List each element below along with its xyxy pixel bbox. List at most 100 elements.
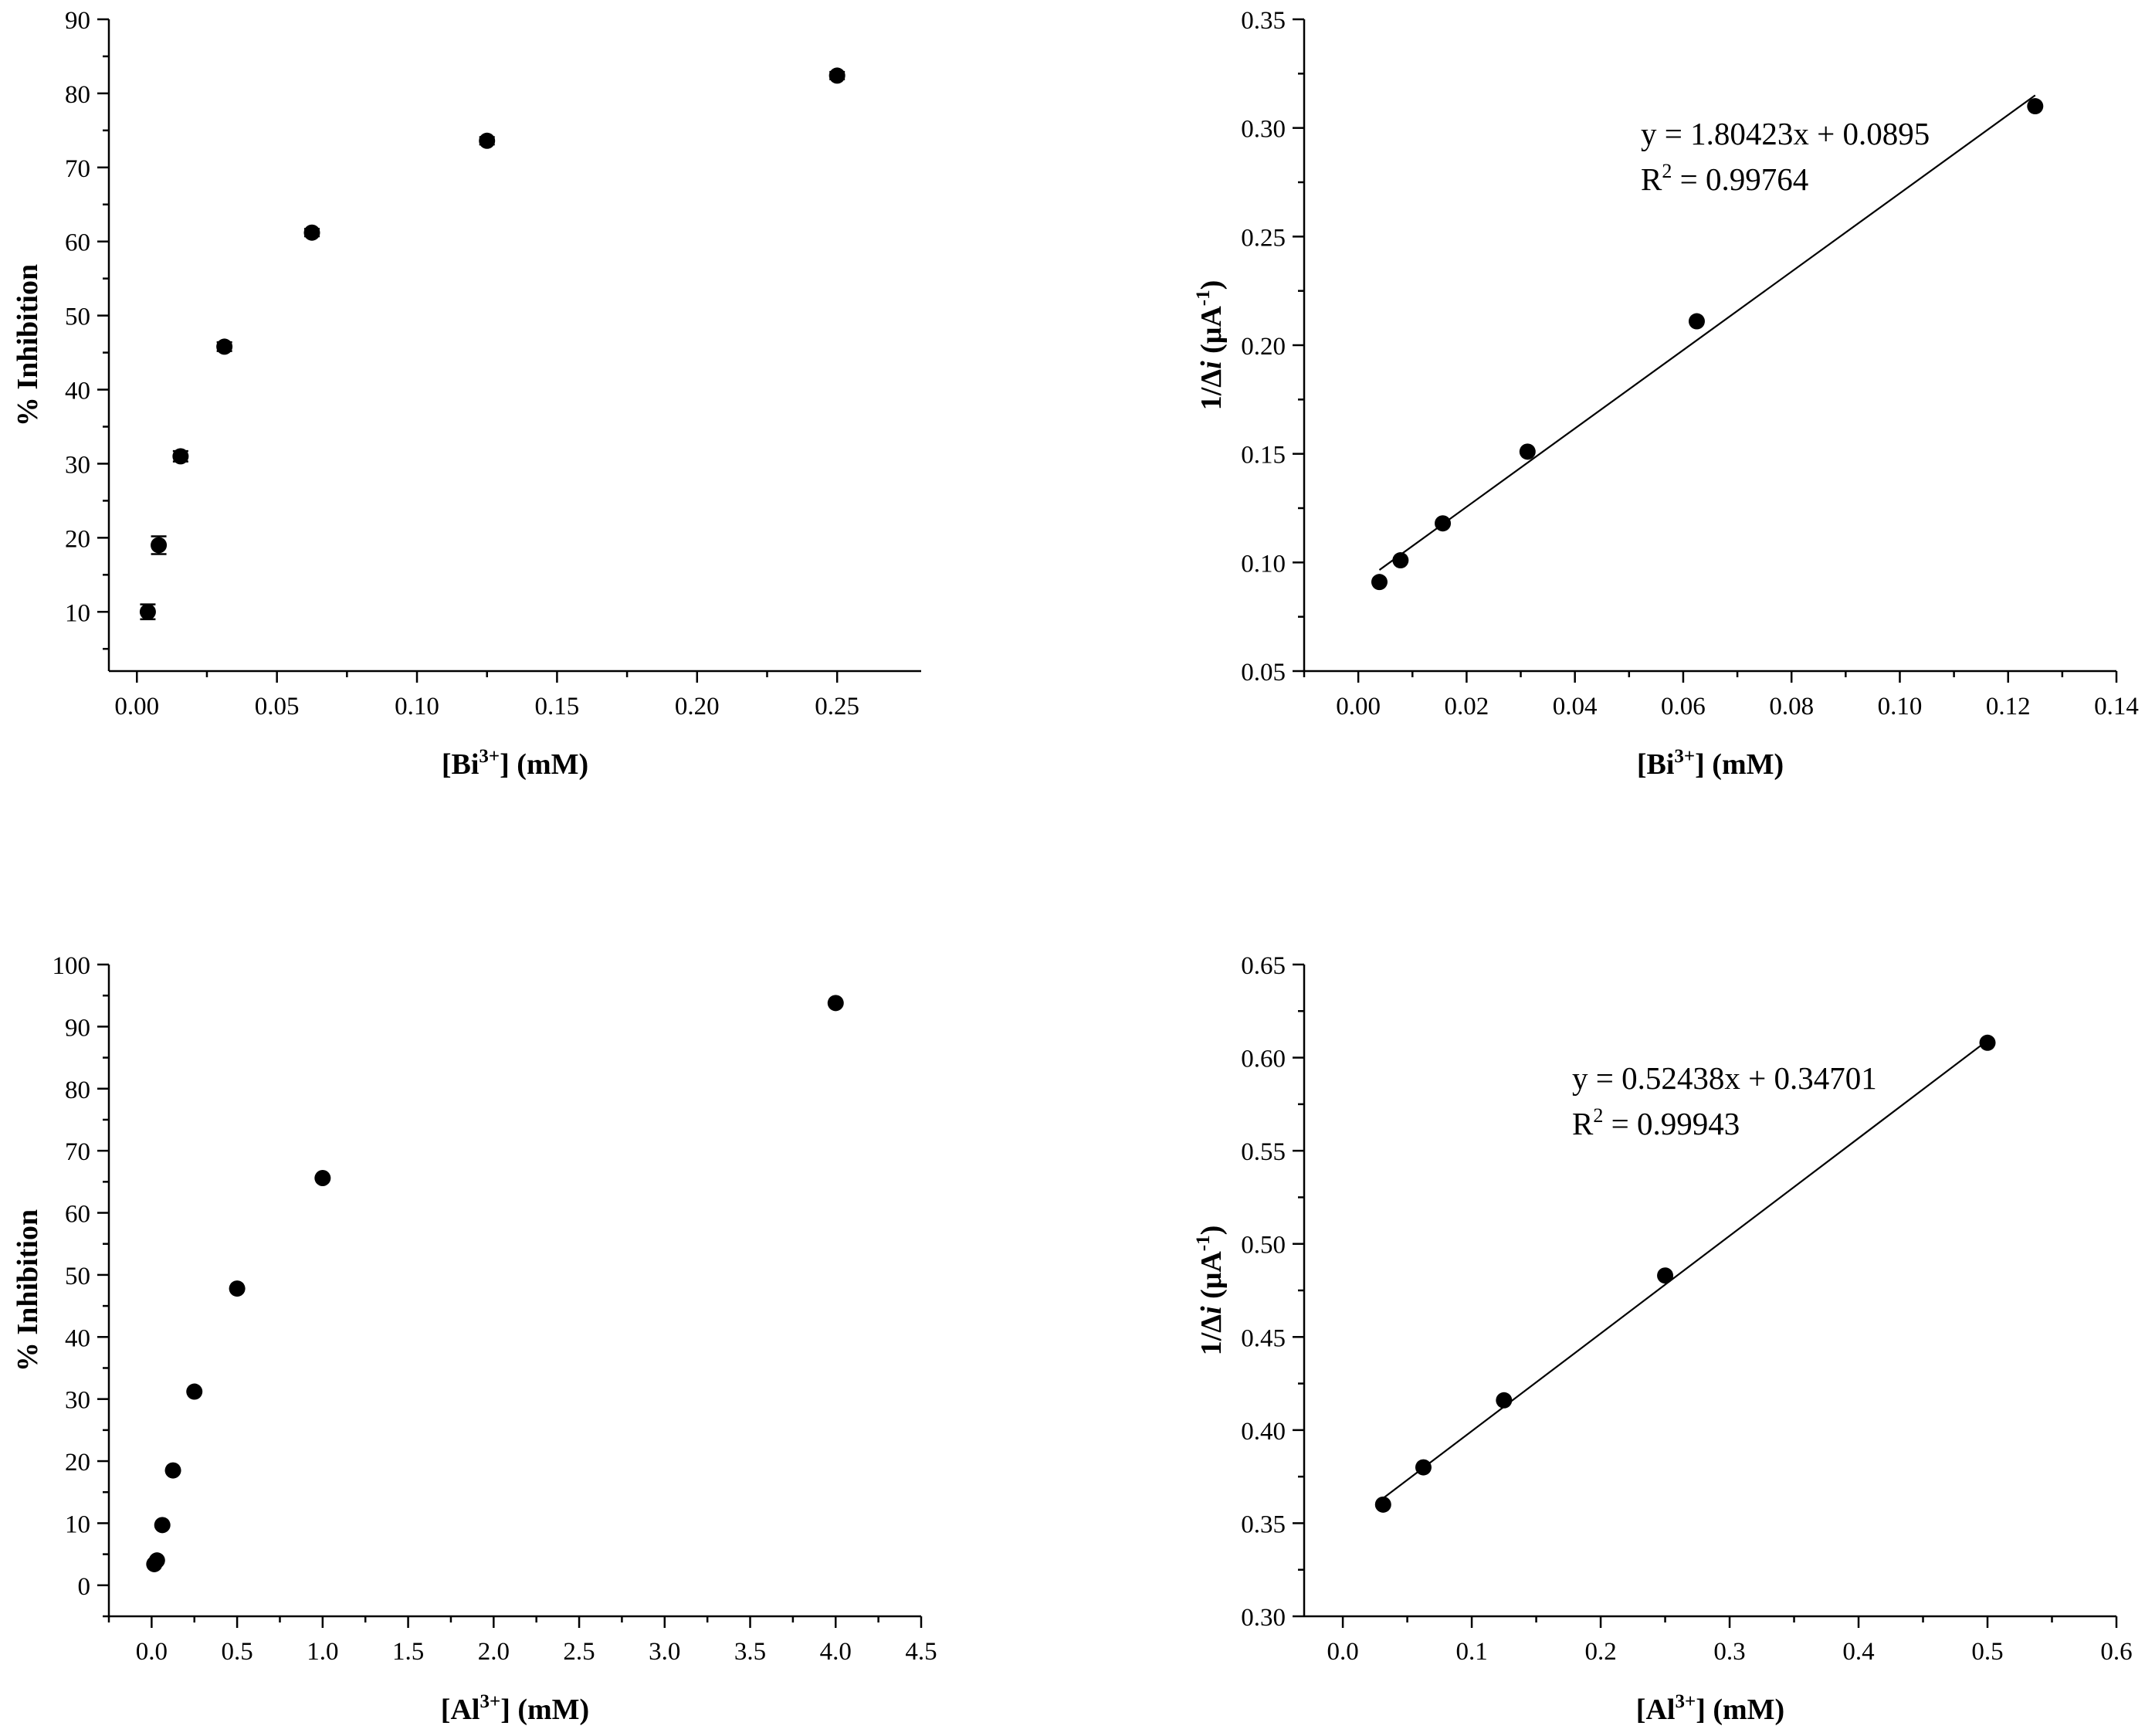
x-axis-title-sup: 3+ bbox=[1674, 746, 1695, 767]
r-squared-text: R bbox=[1572, 1106, 1594, 1141]
data-point bbox=[314, 1170, 331, 1187]
x-tick-label: 3.0 bbox=[649, 1638, 680, 1666]
panel-al-inhibition: 0.0 0.5 1.0 1.5 2.0 2.5 3.0 3.5 4.0 4.5 0 10 20 30 40 5… bbox=[12, 952, 937, 1726]
x-tick-label: 0.08 bbox=[1769, 693, 1814, 721]
data-point bbox=[154, 1517, 171, 1534]
x-axis-title-sup: 3+ bbox=[479, 1691, 500, 1712]
y-axis-title-text: (μA bbox=[1195, 306, 1228, 361]
x-tick-label: 0.06 bbox=[1661, 693, 1706, 721]
x-axis-title: [Bi3+] (mM) bbox=[1637, 746, 1784, 781]
x-tick-label: 2.0 bbox=[478, 1638, 510, 1666]
data-point bbox=[186, 1383, 203, 1400]
data-point bbox=[1435, 515, 1452, 532]
y-axis-title: 1/Δi (μA-1) bbox=[1193, 280, 1228, 411]
y-axis-title-text: % Inhibition bbox=[12, 1209, 44, 1372]
y-tick-label: 0.50 bbox=[1241, 1232, 1286, 1260]
y-axis-title-text: 1/Δ bbox=[1195, 369, 1228, 411]
x-tick-label: 4.0 bbox=[820, 1638, 852, 1666]
y-tick-label: 50 bbox=[65, 1263, 90, 1290]
fit-r-squared: R2 = 0.99764 bbox=[1641, 160, 1808, 197]
x-tick-label: 0.5 bbox=[1971, 1638, 2003, 1666]
x-tick-label: 0.04 bbox=[1553, 693, 1598, 721]
panel-al-reciprocal: 0.0 0.1 0.2 0.3 0.4 0.5 0.6 0.30 0.35 0.40 0.45 0.5… bbox=[1193, 952, 2133, 1726]
fit-equation: y = 1.80423x + 0.0895 bbox=[1641, 116, 1930, 151]
data-point bbox=[229, 1280, 246, 1297]
x-tick-label: 0.0 bbox=[1327, 1638, 1358, 1666]
x-axis-title-text: [Al bbox=[1636, 1694, 1676, 1726]
x-axis-title-text: ] (mM) bbox=[1695, 748, 1784, 781]
x-tick-label: 1.0 bbox=[307, 1638, 338, 1666]
x-tick-label: 0.00 bbox=[114, 693, 159, 721]
y-tick-label: 50 bbox=[65, 303, 90, 331]
x-tick-label: 0.3 bbox=[1713, 1638, 1745, 1666]
x-axis-title-text: ] (mM) bbox=[500, 748, 588, 781]
x-tick-label: 4.5 bbox=[905, 1638, 937, 1666]
x-axis-title-text: [Bi bbox=[1637, 748, 1675, 781]
y-tick-label: 10 bbox=[65, 599, 90, 627]
data-point bbox=[1979, 1034, 1996, 1051]
data-point bbox=[2027, 98, 2044, 115]
r-squared-text: R bbox=[1641, 161, 1662, 197]
panel-bi-inhibition: 0.00 0.05 0.10 0.15 0.20 0.25 10 20 30 40 50 60 70 80… bbox=[12, 7, 921, 781]
y-axis-title-italic: i bbox=[1195, 361, 1228, 369]
x-axis-title-text: ] (mM) bbox=[1696, 1694, 1784, 1726]
y-tick-label: 0.10 bbox=[1241, 550, 1286, 578]
data-point bbox=[1657, 1267, 1674, 1284]
y-axis-title-text: (μA bbox=[1195, 1251, 1228, 1307]
y-axis-title-text: 1/Δ bbox=[1195, 1314, 1228, 1356]
y-axis-title-text: ) bbox=[1195, 1226, 1228, 1236]
y-tick-label: 80 bbox=[65, 1077, 90, 1104]
data-point bbox=[148, 1552, 165, 1569]
x-axis-title: [Al3+] (mM) bbox=[1636, 1691, 1784, 1726]
y-tick-label: 0.30 bbox=[1241, 1604, 1286, 1632]
y-tick-label: 0.25 bbox=[1241, 224, 1286, 252]
y-tick-label: 0.45 bbox=[1241, 1324, 1286, 1352]
data-point bbox=[139, 603, 156, 620]
x-tick-label: 0.6 bbox=[2100, 1638, 2132, 1666]
y-tick-label: 0.55 bbox=[1241, 1138, 1286, 1166]
y-tick-label: 60 bbox=[65, 229, 90, 257]
data-point bbox=[1415, 1459, 1432, 1476]
x-tick-label: 0.12 bbox=[1986, 693, 2031, 721]
y-tick-label: 20 bbox=[65, 525, 90, 553]
y-tick-label: 70 bbox=[65, 1138, 90, 1166]
data-point bbox=[1519, 443, 1536, 460]
y-tick-label: 0 bbox=[78, 1573, 91, 1601]
y-axis-title-italic: i bbox=[1195, 1306, 1228, 1314]
y-tick-label: 100 bbox=[53, 952, 91, 980]
x-axis-title-sup: 3+ bbox=[1675, 1691, 1696, 1712]
data-point bbox=[164, 1462, 181, 1479]
x-tick-label: 0.25 bbox=[815, 693, 859, 721]
y-tick-label: 0.05 bbox=[1241, 659, 1286, 687]
y-tick-label: 30 bbox=[65, 451, 90, 479]
fit-equation: y = 0.52438x + 0.34701 bbox=[1572, 1060, 1877, 1096]
y-axis-title: % Inhibition bbox=[12, 264, 44, 426]
panel-bi-reciprocal: 0.00 0.02 0.04 0.06 0.08 0.10 0.12 0.14 0.05 0.10… bbox=[1193, 7, 2139, 781]
data-point bbox=[151, 537, 168, 554]
y-tick-label: 90 bbox=[65, 1014, 90, 1042]
data-point bbox=[1374, 1496, 1391, 1513]
fit-line bbox=[1378, 94, 2036, 571]
x-tick-label: 0.15 bbox=[535, 693, 580, 721]
x-tick-label: 0.00 bbox=[1336, 693, 1381, 721]
x-tick-label: 0.4 bbox=[1842, 1638, 1874, 1666]
y-tick-label: 10 bbox=[65, 1511, 90, 1538]
x-tick-label: 0.05 bbox=[255, 693, 300, 721]
y-tick-label: 20 bbox=[65, 1449, 90, 1477]
r-squared-text: = 0.99943 bbox=[1603, 1106, 1740, 1141]
y-tick-label: 0.15 bbox=[1241, 442, 1286, 470]
data-point bbox=[1496, 1392, 1513, 1409]
x-tick-label: 0.20 bbox=[675, 693, 720, 721]
data-point bbox=[1371, 574, 1388, 591]
x-tick-label: 0.1 bbox=[1455, 1638, 1487, 1666]
y-tick-label: 80 bbox=[65, 81, 90, 109]
x-tick-label: 0.5 bbox=[221, 1638, 252, 1666]
y-tick-label: 0.30 bbox=[1241, 116, 1286, 144]
r-squared-sup: 2 bbox=[1593, 1104, 1603, 1127]
data-point bbox=[216, 338, 233, 355]
x-axis-title: [Bi3+] (mM) bbox=[442, 746, 588, 781]
fit-r-squared: R2 = 0.99943 bbox=[1572, 1104, 1740, 1141]
x-axis-title-text: ] (mM) bbox=[500, 1694, 589, 1726]
x-tick-label: 0.02 bbox=[1445, 693, 1489, 721]
